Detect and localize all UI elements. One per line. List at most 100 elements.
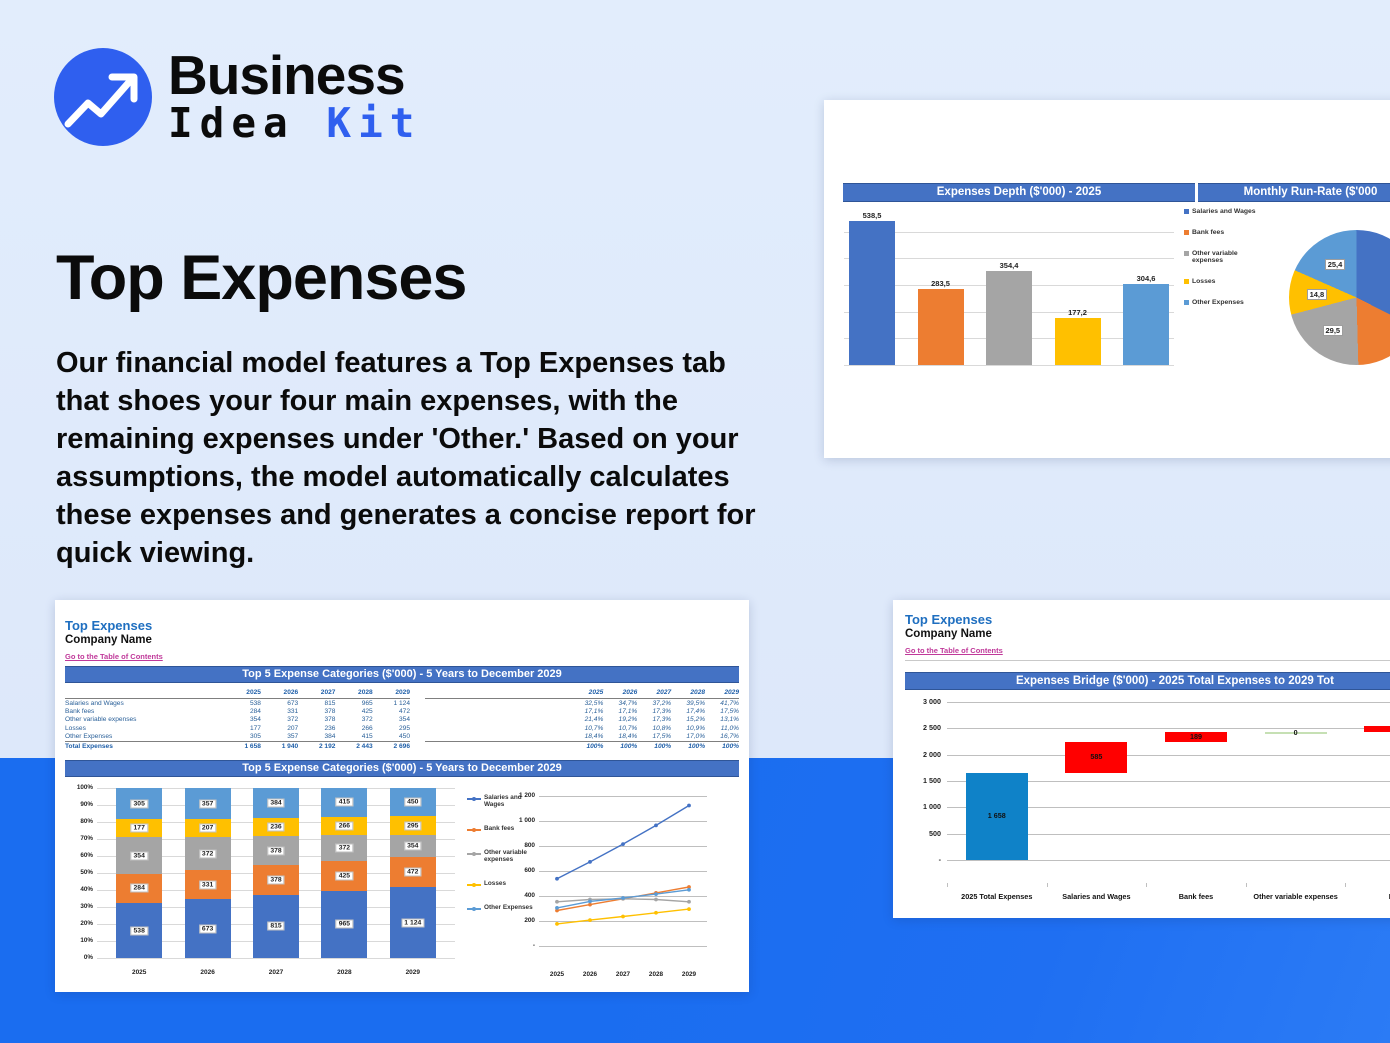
segment-value-label: 331 — [198, 880, 217, 890]
table-cell: 372 — [287, 716, 299, 724]
stack-segment: 331 — [184, 870, 231, 900]
x-axis-label: 2028 — [337, 969, 352, 976]
y-axis-tick: 400 — [524, 892, 535, 899]
table-row: 17,1% 17,1% 17,3% 17,4% 17,5% — [425, 707, 739, 715]
segment-value-label: 207 — [198, 823, 217, 833]
waterfall-value-label: 1 — [1364, 724, 1390, 733]
page-description: Our financial model features a Top Expen… — [56, 347, 756, 569]
stack-segment: 415 — [321, 788, 368, 817]
y-axis-tick: - — [532, 942, 535, 949]
legend-line — [467, 827, 481, 832]
total-cell: 1 658 — [223, 740, 261, 751]
y-axis-tick: 2 500 — [923, 723, 941, 733]
segment-value-label: 1 124 — [401, 918, 425, 927]
table-cell: 18,4% — [569, 732, 604, 742]
column-header: 2028 — [671, 688, 706, 699]
table-cell: 15,2% — [686, 716, 706, 724]
legend-line — [467, 882, 481, 887]
table-cell: 965 — [361, 699, 373, 707]
table-total-row: Total Expenses 1 658 1 940 2 192 2 443 2 696 — [65, 740, 410, 751]
table-row: Other variable expenses 354 372 378 372 354 — [65, 716, 410, 724]
table-cell: 37,2% — [652, 699, 672, 707]
stacked-column: 384 236 378 378 815 — [253, 788, 299, 959]
pie-value-label: 25,4 — [1324, 259, 1346, 270]
stack-segment: 815 — [253, 894, 299, 959]
bridge-table-of-contents-link[interactable]: Go to the Table of Contents — [905, 646, 1003, 655]
segment-value-label: 378 — [267, 875, 285, 885]
expenses-bridge-card: Top Expenses Company Name Go to the Tabl… — [893, 600, 1390, 918]
gridline — [947, 781, 1390, 782]
legend-line — [467, 851, 481, 856]
y-axis-tick: 40% — [80, 886, 93, 893]
expenses-depth-band: Expenses Depth ($'000) - 2025 — [843, 183, 1195, 202]
legend-label: Other variable expenses — [484, 849, 527, 863]
y-axis-tick: - — [938, 855, 941, 864]
x-axis-label: 2029 — [681, 971, 697, 978]
segment-value-label: 305 — [130, 799, 148, 809]
table-cell: 17,1% — [584, 708, 604, 716]
table-row: Other Expenses 305 357 384 415 450 — [65, 732, 410, 742]
x-axis-label: Bank fees — [1178, 892, 1214, 901]
table-cell: 354 — [398, 716, 410, 724]
gridline — [539, 846, 707, 847]
expense-percent-table: 2025 2026 2027 2028 2029 32,5% 34,7% 37,2% 39,5%… — [425, 688, 739, 751]
axis-tick — [1046, 883, 1048, 887]
y-axis-tick: 1 200 — [519, 792, 535, 799]
bridge-sheet-title: Top Expenses — [905, 612, 993, 627]
table-cell: 177 — [249, 724, 261, 732]
y-axis-tick: 800 — [524, 842, 535, 849]
table-cell: 331 — [287, 708, 299, 716]
gridline — [844, 258, 1174, 260]
stack-segment: 673 — [184, 899, 231, 959]
row-label — [425, 716, 569, 724]
stack-segment: 425 — [321, 861, 368, 891]
column-value-label: 304,6 — [1136, 273, 1156, 283]
charts-band-row: Expenses Depth ($'000) - 2025 Monthly Ru… — [843, 183, 1390, 202]
table-cell: 372 — [361, 716, 373, 724]
column-header: 2029 — [372, 688, 410, 699]
column-value-label: 354,4 — [999, 260, 1019, 270]
table-cell: 10,7% — [618, 724, 638, 732]
sheet-title: Top Expenses — [65, 618, 153, 633]
column-value-label: 538,5 — [862, 211, 882, 221]
table-cell: 378 — [324, 708, 336, 716]
axis-tick — [1146, 883, 1148, 887]
table-cell: 10,7% — [584, 724, 604, 732]
axis-tick — [1245, 883, 1247, 887]
column-header: 2028 — [335, 688, 373, 699]
brand-idea-text: Idea — [168, 98, 327, 147]
segment-value-label: 236 — [267, 822, 285, 832]
stack-segment: 538 — [116, 902, 163, 959]
gridline — [947, 702, 1390, 703]
pie-graphic — [1289, 230, 1390, 365]
table-cell: 17,0% — [671, 732, 706, 742]
table-cell: 305 — [223, 732, 261, 742]
page-title: Top Expenses — [56, 243, 467, 314]
y-axis-tick: 10% — [80, 937, 93, 944]
column-header: 2026 — [603, 688, 638, 699]
table-cell: 34,7% — [618, 699, 638, 707]
waterfall-bar — [1165, 731, 1227, 742]
row-label: Losses — [65, 724, 86, 732]
gridline — [539, 921, 707, 922]
legend-item: Other Expenses — [467, 904, 535, 911]
total-cell: 100% — [569, 740, 604, 751]
row-label: Other Expenses — [65, 732, 224, 742]
x-axis-label: Los — [1339, 892, 1390, 901]
table-cell: 32,5% — [584, 699, 604, 707]
table-cell: 357 — [260, 732, 299, 742]
table-cell: 415 — [335, 732, 373, 742]
total-cell: 100% — [705, 740, 739, 751]
table-cell: 17,5% — [637, 732, 672, 742]
bridge-sheet-header: Top Expenses Company Name Go to the Tabl… — [905, 612, 1003, 658]
stack-segment: 354 — [389, 835, 436, 858]
row-label — [425, 707, 569, 715]
x-axis-label: Salaries and Wages — [1062, 892, 1131, 901]
legend-label: Bank fees — [1192, 229, 1225, 236]
total-label: Total Expenses — [65, 740, 224, 751]
table-cell: 16,7% — [705, 732, 739, 742]
expense-trend-line-chart: Salaries and Wages Bank fees Other variabl… — [467, 782, 739, 982]
x-axis-label: 2026 — [200, 969, 215, 976]
stack-segment: 378 — [253, 836, 299, 866]
table-of-contents-link[interactable]: Go to the Table of Contents — [65, 652, 163, 661]
